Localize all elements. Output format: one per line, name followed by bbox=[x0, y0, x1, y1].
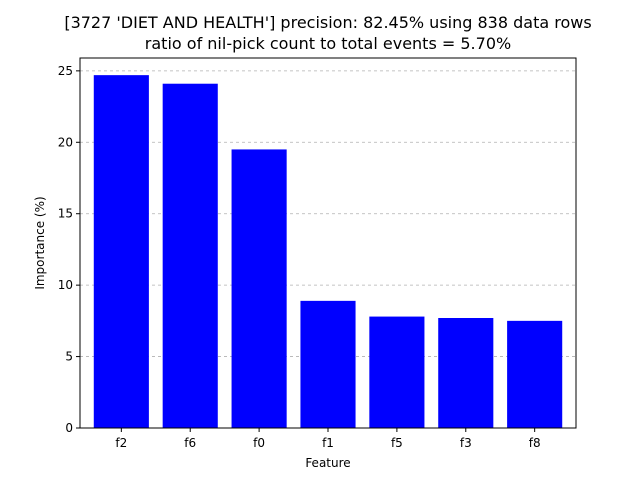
x-tick-label: f8 bbox=[529, 436, 541, 450]
y-tick-label: 15 bbox=[58, 207, 73, 221]
y-tick-label: 20 bbox=[58, 135, 73, 149]
bar-f5 bbox=[369, 316, 425, 428]
y-tick-label: 25 bbox=[58, 64, 73, 78]
x-tick-label: f0 bbox=[253, 436, 265, 450]
x-axis: f2 f6 f0 f1 f5 f3 f8 bbox=[115, 428, 541, 450]
y-axis-label: Importance (%) bbox=[33, 196, 47, 289]
y-tick-label: 10 bbox=[58, 278, 73, 292]
x-tick-label: f1 bbox=[322, 436, 334, 450]
x-tick-label: f2 bbox=[115, 436, 127, 450]
chart-subtitle: ratio of nil-pick count to total events … bbox=[145, 34, 511, 53]
bar-f1 bbox=[300, 300, 356, 428]
bar-f2 bbox=[93, 75, 149, 429]
x-tick-label: f5 bbox=[391, 436, 403, 450]
x-tick-label: f3 bbox=[460, 436, 472, 450]
x-tick-label: f6 bbox=[184, 436, 196, 450]
bars bbox=[93, 75, 563, 429]
x-axis-label: Feature bbox=[305, 456, 350, 470]
bar-f0 bbox=[231, 149, 287, 428]
y-tick-label: 0 bbox=[65, 421, 73, 435]
y-axis: 0 5 10 15 20 25 bbox=[58, 64, 80, 435]
bar-f3 bbox=[438, 318, 494, 428]
bar-f8 bbox=[507, 320, 563, 428]
y-tick-label: 5 bbox=[65, 350, 73, 364]
bar-f6 bbox=[162, 83, 218, 428]
chart-title: [3727 'DIET AND HEALTH'] precision: 82.4… bbox=[64, 13, 591, 32]
